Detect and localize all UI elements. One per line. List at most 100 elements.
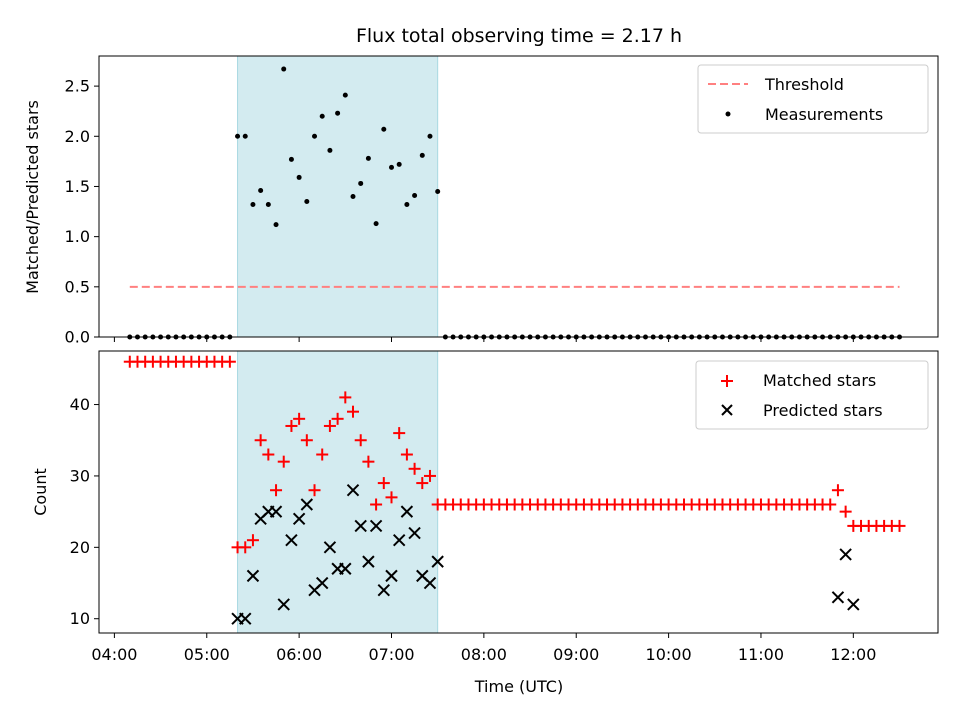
bottom-ytick-label: 20 [70,538,90,557]
matched-star-point [347,405,360,418]
predicted-star-point [847,598,860,611]
predicted-star-point [339,562,352,575]
matched-star-point [285,419,298,432]
matched-star-point [370,498,383,511]
matched-star-point [316,448,329,461]
measurement-point [396,161,402,167]
predicted-star-point [346,484,360,497]
matched-star-point [824,498,837,511]
matched-star-point [831,484,844,497]
legend-threshold-label: Threshold [764,75,844,94]
measurement-point [258,187,264,193]
predicted-star-point [323,541,337,554]
measurement-point [388,164,394,170]
predicted-star-point [362,555,375,568]
predicted-star-point [431,555,444,568]
bottom-ytick-label: 10 [70,609,90,628]
measurement-point [250,202,256,208]
bottom-ytick-label: 40 [70,395,90,414]
measurement-point [265,202,271,208]
predicted-star-point [316,576,329,590]
top-ytick-label: 1.0 [65,227,90,246]
xtick-label: 11:00 [738,645,784,664]
measurement-point [419,152,425,158]
legend-predicted-label: Predicted stars [763,401,883,420]
xtick-label: 04:00 [91,645,137,664]
bottom-legend: Matched stars Predicted stars [695,360,929,430]
top-y-axis-label: Matched/Predicted stars [23,100,42,294]
matched-star-point [254,434,267,447]
predicted-star-point [400,505,414,518]
xtick-label: 09:00 [553,645,599,664]
matched-star-point [339,391,352,404]
top-ytick-label: 0.5 [65,277,90,296]
predicted-star-point [385,569,398,583]
matched-star-point [331,412,344,425]
predicted-star-point [277,598,290,611]
matched-star-point [362,455,375,468]
measurement-point [304,199,310,205]
matched-star-point [293,412,306,425]
measurement-point [373,221,379,227]
measurement-point [288,156,294,162]
matched-star-point [300,434,313,447]
predicted-star-point [831,591,845,604]
predicted-star-point [392,533,406,547]
measurement-point [327,147,333,153]
measurement-point [381,126,387,132]
measurement-point [319,113,325,119]
matched-star-point [893,519,906,532]
measurement-point [312,133,318,139]
matched-star-point [416,477,429,490]
measurement-point [342,92,348,98]
legend-measurements-swatch [725,111,731,117]
matched-star-point [839,505,852,518]
xtick-label: 05:00 [184,645,230,664]
matched-star-point [277,455,290,468]
measurement-point [335,110,341,116]
chart-title: Flux total observing time = 2.17 h [356,25,682,47]
matched-star-point [385,491,398,504]
xtick-label: 06:00 [276,645,322,664]
predicted-star-point [369,519,383,533]
bottom-shaded-region [237,350,439,634]
xtick-label: 10:00 [646,645,692,664]
predicted-star-point [292,512,306,525]
predicted-star-point [239,612,252,625]
predicted-star-point [269,505,283,518]
top-shaded-region [237,55,439,338]
measurement-point [242,133,248,139]
bottom-ytick-label: 30 [70,466,90,485]
matched-star-point [270,484,283,497]
top-ytick-label: 0.0 [65,328,90,347]
xtick-label: 12:00 [830,645,876,664]
predicted-star-point [246,569,260,583]
measurement-point [358,180,364,186]
top-ytick-label: 2.0 [65,127,90,146]
predicted-star-point [354,519,367,533]
matched-star-point [246,534,259,547]
legend-measurements-label: Measurements [765,105,883,124]
measurement-point [365,155,371,161]
legend-matched-label: Matched stars [763,371,876,390]
matched-star-point [354,434,367,447]
predicted-star-point [839,548,852,561]
top-ytick-label: 2.5 [65,77,90,96]
measurement-point [435,188,441,194]
xtick-label: 08:00 [461,645,507,664]
measurement-point [427,133,433,139]
x-axis-label: Time (UTC) [474,677,563,696]
measurement-point [296,174,302,180]
predicted-star-point [285,533,298,547]
matched-star-point [223,355,236,368]
bottom-axes-frame [98,350,939,634]
measurement-point [404,202,410,208]
predicted-star-point [300,498,314,511]
top-ytick-label: 1.5 [65,177,90,196]
predicted-star-point [408,526,421,540]
top-legend: Threshold Measurements [697,64,929,134]
measurement-point [281,66,287,72]
legend-matched-swatch [721,375,733,387]
measurement-point [350,194,356,199]
